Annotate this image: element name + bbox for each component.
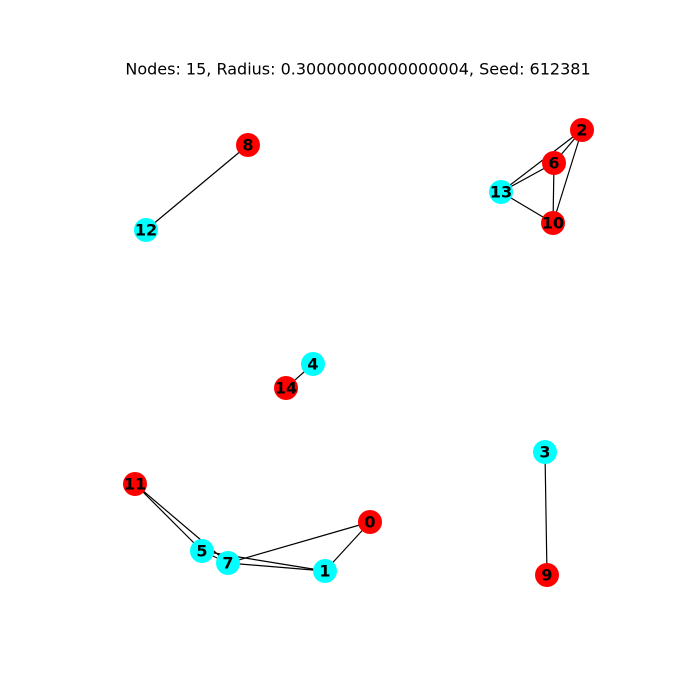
node-0: 0 — [358, 510, 382, 534]
node-6: 6 — [542, 151, 566, 175]
node-label: 7 — [222, 554, 233, 573]
edge-8-12 — [145, 144, 249, 231]
node-12: 12 — [134, 218, 158, 242]
node-circle — [216, 551, 240, 575]
node-3: 3 — [533, 440, 557, 464]
edge-7-0 — [227, 521, 371, 564]
node-label: 4 — [307, 355, 318, 374]
node-1: 1 — [313, 559, 337, 583]
node-circle — [535, 563, 559, 587]
edge-3-9 — [544, 451, 548, 576]
node-circle — [190, 539, 214, 563]
node-13: 13 — [489, 180, 513, 204]
node-circle — [541, 211, 565, 235]
node-label: 13 — [490, 183, 512, 202]
node-circle — [489, 180, 513, 204]
node-circle — [236, 133, 260, 157]
graph-title: Nodes: 15, Radius: 0.30000000000000004, … — [125, 60, 590, 79]
node-4: 4 — [301, 352, 325, 376]
node-circle — [358, 510, 382, 534]
node-label: 1 — [319, 562, 330, 581]
node-circle — [301, 352, 325, 376]
node-circle — [313, 559, 337, 583]
node-circle — [134, 218, 158, 242]
node-label: 9 — [541, 566, 552, 585]
node-label: 0 — [364, 513, 375, 532]
node-11: 11 — [123, 472, 147, 496]
node-label: 3 — [539, 443, 550, 462]
node-label: 11 — [124, 475, 146, 494]
node-label: 14 — [275, 379, 297, 398]
node-circle — [542, 151, 566, 175]
node-circle — [274, 376, 298, 400]
node-label: 8 — [242, 136, 253, 155]
node-label: 12 — [135, 221, 157, 240]
edge-11-5 — [134, 483, 203, 552]
node-label: 5 — [196, 542, 207, 561]
node-circle — [533, 440, 557, 464]
node-7: 7 — [216, 551, 240, 575]
node-5: 5 — [190, 539, 214, 563]
edge-2-13 — [500, 129, 583, 193]
node-circle — [570, 118, 594, 142]
node-9: 9 — [535, 563, 559, 587]
node-8: 8 — [236, 133, 260, 157]
edge-2-10 — [552, 129, 583, 224]
edge-7-1 — [227, 562, 326, 572]
node-14: 14 — [274, 376, 298, 400]
node-10: 10 — [541, 211, 565, 235]
node-label: 2 — [576, 121, 587, 140]
node-label: 10 — [542, 214, 564, 233]
node-2: 2 — [570, 118, 594, 142]
node-label: 6 — [548, 154, 559, 173]
node-circle — [123, 472, 147, 496]
